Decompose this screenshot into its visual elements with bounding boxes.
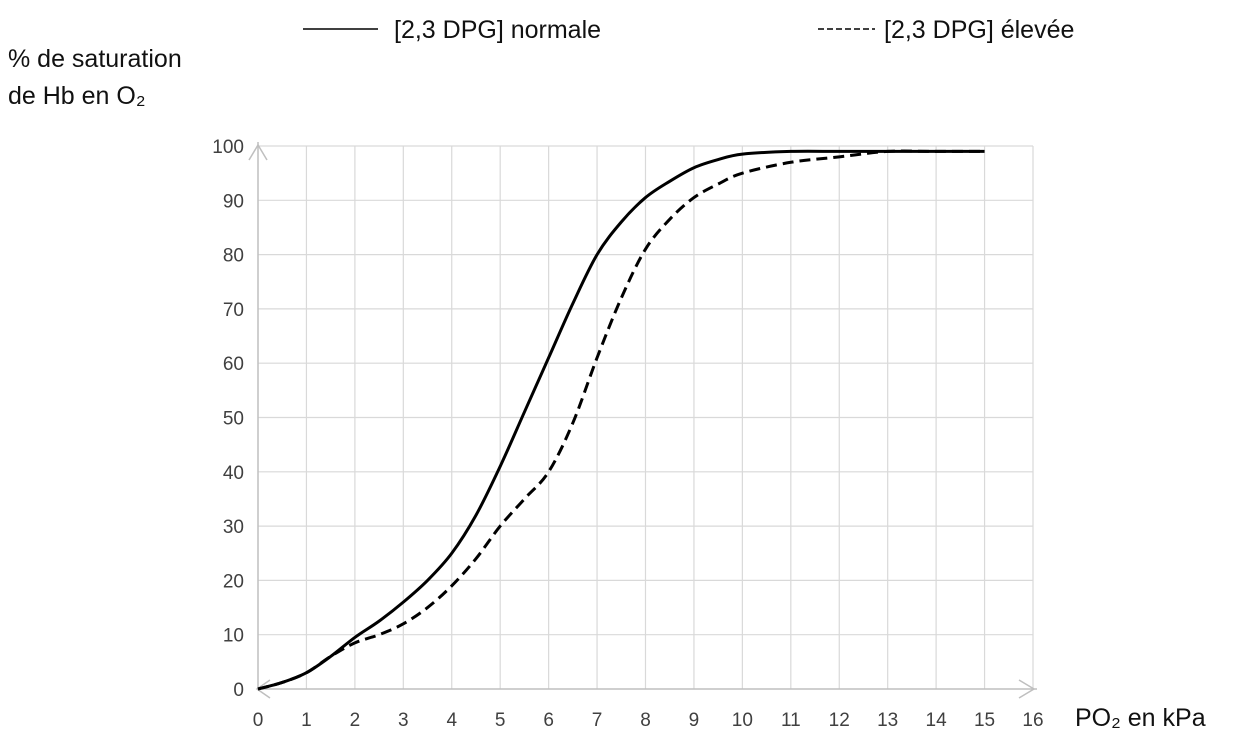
x-tick-label: 0 bbox=[253, 710, 264, 731]
y-tick-label: 90 bbox=[223, 191, 244, 212]
axes bbox=[248, 142, 1037, 699]
y-axis-title-line-2: de Hb en O₂ bbox=[8, 82, 146, 110]
y-tick-label: 80 bbox=[223, 246, 244, 267]
x-tick-label: 9 bbox=[689, 710, 700, 731]
x-tick-label: 6 bbox=[543, 710, 554, 731]
x-tick-label: 12 bbox=[829, 710, 850, 731]
x-axis-title: PO₂ en kPa bbox=[1075, 704, 1206, 732]
x-tick-label: 2 bbox=[350, 710, 361, 731]
x-tick-label: 7 bbox=[592, 710, 603, 731]
tick-labels: 0 1 2 3 4 5 6 7 8 9 10 11 12 13 14 15 160102030405060708… bbox=[212, 137, 1043, 731]
grid bbox=[258, 145, 1034, 689]
x-tick-label: 14 bbox=[926, 710, 948, 731]
legend: [2,3 DPG] normale [2,3 DPG] élevée bbox=[303, 16, 1074, 44]
y-tick-label: 0 bbox=[233, 680, 244, 701]
y-tick-label: 30 bbox=[223, 517, 244, 538]
legend-label-elevee: [2,3 DPG] élevée bbox=[884, 16, 1074, 44]
x-tick-label: 13 bbox=[877, 710, 898, 731]
y-axis-title-line-1: % de saturation bbox=[8, 45, 182, 73]
y-tick-label: 70 bbox=[223, 300, 244, 321]
series-line-normale bbox=[257, 149, 985, 691]
x-tick-label: 11 bbox=[781, 710, 801, 731]
y-tick-label: 10 bbox=[223, 626, 244, 647]
y-tick-label: 100 bbox=[212, 137, 244, 158]
x-tick-label: 15 bbox=[974, 710, 995, 731]
x-tick-label: 4 bbox=[446, 710, 457, 731]
x-axis-origin-arrow bbox=[255, 679, 271, 699]
series-line-elevee bbox=[257, 149, 985, 691]
x-tick-label: 3 bbox=[398, 710, 409, 731]
legend-label-normale: [2,3 DPG] normale bbox=[394, 16, 601, 44]
x-tick-label: 8 bbox=[640, 710, 651, 731]
x-tick-label: 5 bbox=[495, 710, 506, 731]
y-axis-arrow bbox=[248, 143, 268, 161]
y-tick-label: 20 bbox=[223, 571, 244, 592]
x-tick-label: 16 bbox=[1022, 710, 1043, 731]
y-tick-label: 60 bbox=[223, 354, 244, 375]
y-tick-label: 40 bbox=[223, 463, 244, 484]
y-tick-label: 50 bbox=[223, 409, 244, 430]
series-lines bbox=[257, 149, 985, 691]
x-axis-arrow bbox=[1018, 679, 1036, 699]
x-tick-label: 1 bbox=[301, 710, 312, 731]
x-tick-label: 10 bbox=[732, 710, 753, 731]
